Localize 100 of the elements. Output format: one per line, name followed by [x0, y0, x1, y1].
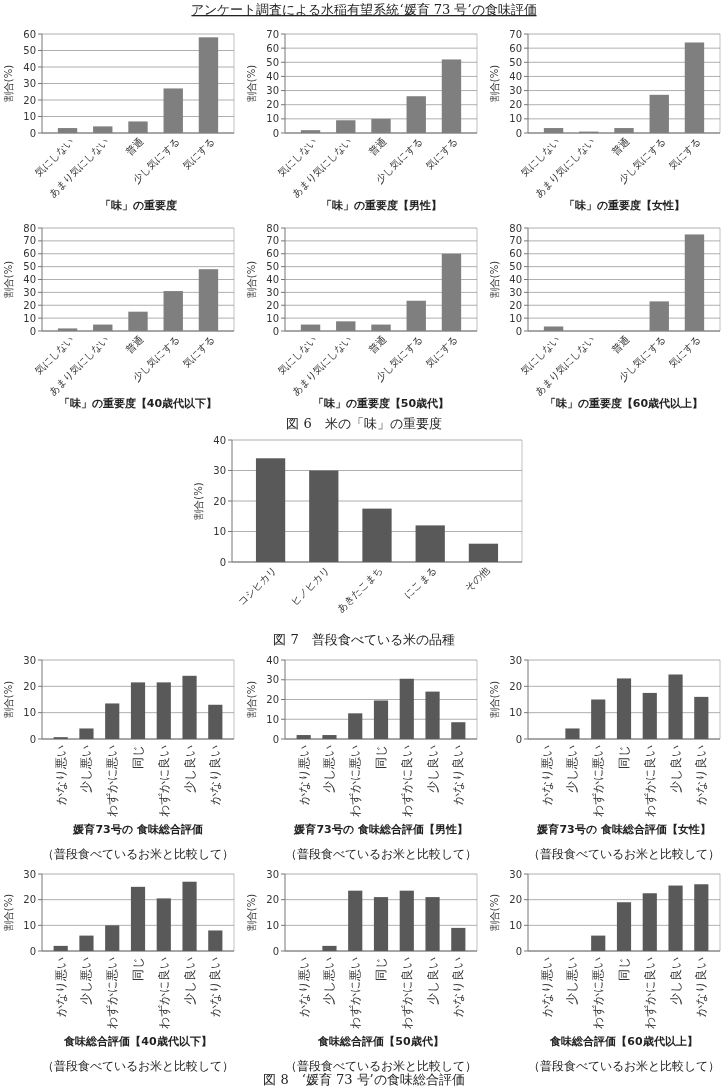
x-tick-label: 少し悪い — [322, 957, 337, 1005]
bar — [130, 886, 146, 951]
text: アンケート調査による水稲有望系統‘媛育 73 号’の食味評価 — [191, 2, 537, 17]
y-tick-label: 50 — [509, 56, 522, 68]
y-tick-label: 0 — [515, 325, 522, 337]
x-tick-label: 普通 — [366, 333, 389, 356]
x-axis-title: 「味」の重要度【60歳代以上】 — [544, 397, 704, 410]
x-tick-label: 少し悪い — [565, 957, 580, 1005]
y-tick-label: 20 — [266, 894, 279, 906]
y-tick-label: 20 — [509, 299, 522, 311]
y-tick-label: 50 — [509, 261, 522, 273]
y-tick-label: 10 — [509, 113, 522, 125]
bar — [468, 543, 499, 562]
x-tick-label: にこまる — [402, 564, 439, 601]
x-axis-title: 「味」の重要度【50歳代】 — [312, 397, 450, 410]
y-tick-label: 10 — [23, 919, 36, 931]
bar — [373, 897, 389, 951]
x-tick-label: わずかに良い — [399, 745, 414, 817]
y-tick-label: 40 — [23, 61, 36, 73]
y-axis-title: 割合(%) — [246, 680, 257, 719]
y-tick-label: 10 — [266, 919, 279, 931]
x-tick-label: かなり良い — [208, 745, 223, 805]
bar — [642, 893, 657, 951]
y-tick-label: 80 — [509, 222, 522, 234]
y-tick-label: 30 — [213, 465, 226, 476]
y-tick-label: 40 — [266, 70, 279, 82]
x-tick-label: わずかに悪い — [348, 745, 363, 817]
text: （普段食べているお米と比較して） — [528, 847, 720, 861]
y-tick-label: 0 — [515, 945, 522, 957]
x-tick-label: その他 — [462, 564, 492, 594]
text: （普段食べているお米と比較して） — [285, 1059, 477, 1073]
bar — [694, 884, 709, 951]
x-tick-label: かなり悪い — [539, 957, 554, 1017]
bar — [79, 728, 94, 739]
y-tick-label: 30 — [23, 654, 36, 666]
x-axis-title: 食味総合評価【60歳代以上】 — [549, 1035, 698, 1048]
x-tick-label: 気にする — [180, 135, 217, 172]
y-tick-label: 20 — [509, 99, 522, 111]
bar — [415, 525, 445, 562]
y-tick-label: 70 — [509, 28, 522, 40]
x-tick-label: 少し悪い — [79, 957, 94, 1005]
x-axis-title: 媛育73号の 食味総合評価【女性】 — [536, 823, 711, 836]
bar — [399, 678, 414, 739]
y-axis-title: 割合(%) — [246, 260, 257, 299]
y-tick-label: 60 — [266, 42, 279, 54]
x-tick-label: 気にする — [666, 135, 703, 172]
bar — [322, 735, 337, 739]
y-tick-label: 30 — [509, 868, 522, 880]
y-tick-label: 40 — [266, 274, 279, 285]
bar — [79, 935, 94, 951]
x-tick-label: わずかに良い — [642, 745, 657, 817]
x-tick-label: わずかに良い — [642, 957, 657, 1029]
x-tick-label: コシヒカリ — [235, 564, 279, 608]
bar — [130, 682, 146, 739]
y-tick-label: 70 — [509, 235, 522, 247]
x-tick-label: わずかに悪い — [105, 745, 120, 817]
x-tick-label: 少し悪い — [565, 745, 580, 793]
x-tick-label: 少し良い — [425, 957, 440, 1005]
text: （普段食べているお米と比較して） — [528, 1059, 720, 1073]
x-tick-label: あきたこまち — [334, 564, 385, 615]
y-tick-label: 30 — [23, 868, 36, 880]
bar — [565, 728, 580, 739]
x-tick-label: わずかに悪い — [591, 957, 606, 1029]
x-tick-label: 少し良い — [425, 745, 440, 793]
text: （普段食べているお米と比較して） — [42, 1059, 234, 1073]
x-tick-label: 気にする — [180, 333, 217, 370]
x-axis-title: 「味」の重要度【女性】 — [563, 199, 685, 212]
bar — [296, 735, 311, 739]
x-axis-title: 「味」の重要度【40歳代以下】 — [58, 397, 218, 410]
y-tick-label: 10 — [509, 919, 522, 931]
x-tick-label: わずかに良い — [156, 745, 171, 817]
x-tick-label: 少し良い — [668, 745, 683, 793]
x-tick-label: 同じ — [617, 745, 632, 769]
bar — [591, 699, 606, 739]
x-tick-label: 少し悪い — [322, 745, 337, 793]
x-tick-label: 同じ — [131, 957, 146, 981]
y-tick-label: 10 — [266, 312, 279, 324]
x-tick-label: わずかに悪い — [348, 957, 363, 1029]
bar — [309, 470, 339, 562]
y-axis-title: 割合(%) — [489, 893, 500, 932]
bar — [451, 722, 466, 739]
x-tick-label: 少し良い — [182, 745, 197, 793]
caption: 図 6 米の「味」の重要度 — [286, 416, 442, 431]
x-axis-title: 「味」の重要度【男性】 — [320, 199, 442, 212]
bar — [451, 927, 466, 951]
y-tick-label: 20 — [266, 299, 279, 311]
y-tick-label: 50 — [23, 45, 36, 56]
x-tick-label: わずかに悪い — [591, 745, 606, 817]
y-tick-label: 80 — [266, 222, 279, 234]
y-tick-label: 10 — [509, 707, 522, 719]
y-tick-label: 20 — [509, 680, 522, 692]
y-tick-label: 0 — [272, 945, 279, 957]
y-axis-title: 割合(%) — [3, 64, 14, 103]
y-tick-label: 10 — [213, 526, 226, 537]
y-tick-label: 40 — [23, 274, 36, 285]
y-tick-label: 50 — [23, 261, 36, 273]
text: （普段食べているお米と比較して） — [285, 847, 477, 861]
y-tick-label: 30 — [509, 286, 522, 298]
bar — [182, 881, 197, 951]
x-tick-label: 少し良い — [668, 957, 683, 1005]
